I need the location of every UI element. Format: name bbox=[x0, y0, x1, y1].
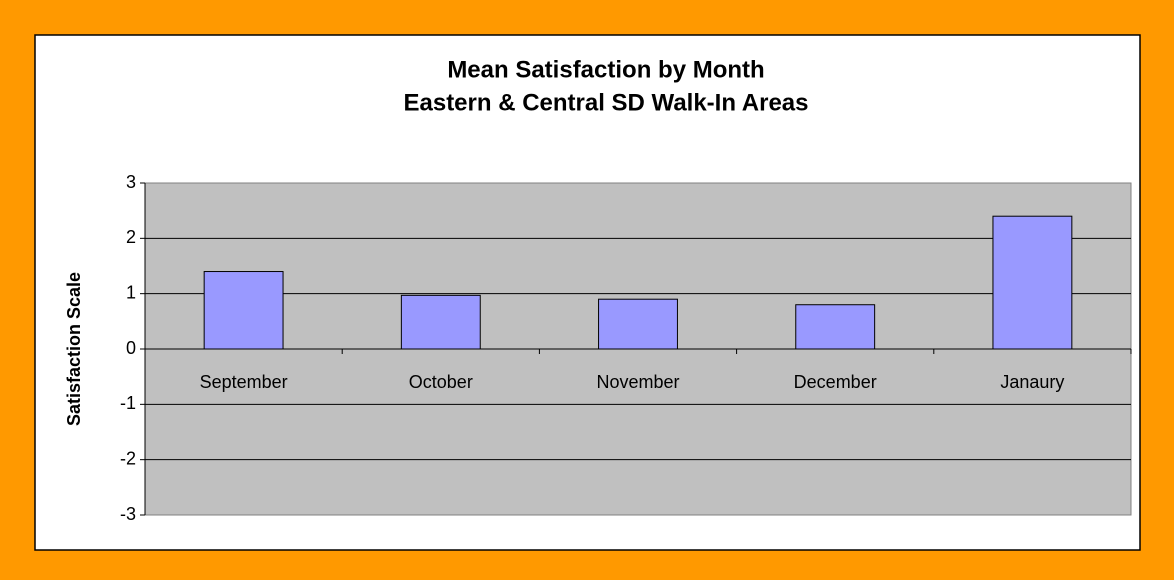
y-tick-label: -3 bbox=[120, 504, 136, 524]
bar bbox=[795, 304, 876, 350]
y-tick-label: 3 bbox=[126, 172, 136, 192]
chart-title: Mean Satisfaction by Month bbox=[447, 56, 764, 83]
y-tick-label: 1 bbox=[126, 282, 136, 302]
x-tick-label: November bbox=[596, 372, 679, 392]
bar bbox=[203, 271, 284, 350]
bar bbox=[400, 294, 481, 350]
y-tick-label: 2 bbox=[126, 227, 136, 247]
y-tick-label: 0 bbox=[126, 338, 136, 358]
bar bbox=[598, 298, 678, 350]
chart-subtitle: Eastern & Central SD Walk-In Areas bbox=[403, 89, 808, 116]
x-tick-label: October bbox=[409, 372, 473, 392]
y-tick-label: -2 bbox=[120, 448, 136, 468]
x-tick-label: September bbox=[200, 372, 288, 392]
y-tick-label: -1 bbox=[120, 393, 136, 413]
bar bbox=[992, 215, 1073, 350]
x-tick-label: Janaury bbox=[1000, 372, 1064, 392]
x-tick-label: December bbox=[794, 372, 877, 392]
y-axis-label: Satisfaction Scale bbox=[64, 272, 84, 426]
